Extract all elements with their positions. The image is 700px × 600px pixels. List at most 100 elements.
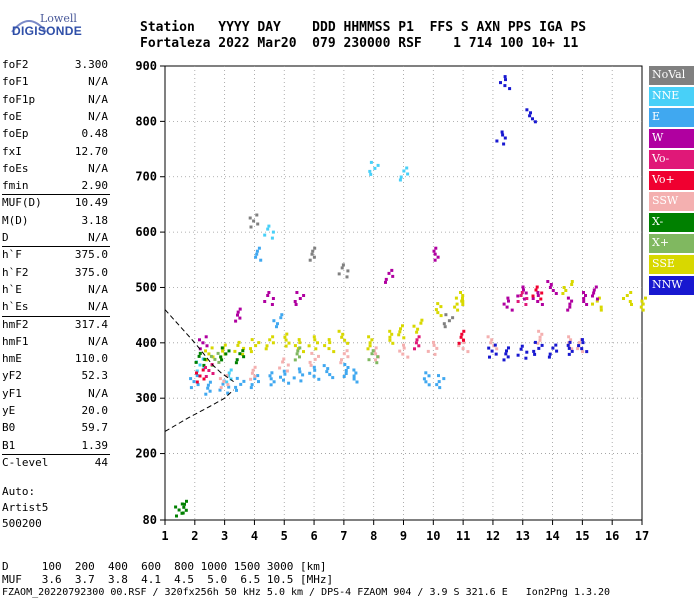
echo-point-x- [202,363,206,367]
echo-point-vo- [540,291,544,295]
echo-point-nnw [495,139,499,143]
echo-point-noval [312,255,316,259]
echo-point-nne [225,380,229,384]
param-value: N/A [88,75,108,89]
param-label: h`F2 [2,265,29,279]
auto-program: Artist5 [2,501,49,514]
echo-point-w [201,341,205,345]
echo-point-vo- [207,369,211,372]
echo-point-sse [346,341,350,345]
echo-point-x- [234,361,238,365]
echo-point-sse [328,341,332,345]
echo-point-nne [198,363,202,367]
echo-point-nnw [519,347,523,351]
echo-point-sse [436,302,440,306]
echo-point-vo- [202,377,206,381]
x-tick-label: 1 [161,529,168,543]
echo-point-sse [640,299,644,303]
param-row-17: hmE 110.0 [2,352,110,369]
y-tick-label: 400 [135,336,157,350]
echo-point-e [354,371,358,375]
param-label: B1 [2,438,16,452]
echo-point-vo- [524,303,528,306]
x-tick-label: 16 [605,529,619,543]
echo-point-nne [266,227,270,231]
echo-point-e [208,389,212,393]
echo-point-sse [439,314,443,318]
param-row-18: yF2 52.3 [2,369,110,386]
echo-point-nnw [554,343,558,347]
echo-point-vo- [519,294,523,297]
echo-point-ssw [253,374,257,378]
echo-point-ssw [398,349,402,353]
echo-point-e [299,379,303,383]
echo-point-w [505,305,509,309]
echo-point-x- [180,511,184,515]
echo-point-e [255,252,259,256]
echo-point-ssw [339,361,343,365]
echo-point-w [506,296,510,300]
legend-item-w: W [649,129,694,148]
echo-point-sse [211,355,215,359]
echo-point-w [205,344,209,348]
echo-point-w [568,302,572,306]
echo-point-nnw [533,340,537,344]
echo-point-sse [340,335,344,339]
echo-point-e [226,391,230,395]
echo-point-nne [368,169,372,173]
echo-point-ssw [495,347,499,351]
echo-point-w [234,319,238,323]
echo-point-nnw [537,346,541,350]
echo-point-w [433,258,437,262]
echo-point-w [510,308,514,312]
echo-point-e [287,381,291,385]
echo-point-sse [285,332,289,336]
echo-point-sse [302,350,305,354]
param-label: h`E [2,282,22,296]
param-label: fxI [2,144,22,158]
echo-point-ssw [313,357,317,361]
echo-point-nnw [580,347,584,351]
echo-point-w [568,305,572,309]
echo-point-vo- [417,335,421,339]
echo-point-e [218,388,222,392]
echo-point-e [272,380,276,384]
param-row-7: fmin 2.90 [2,179,110,196]
param-value: 3.300 [74,58,108,71]
legend-item-x-: X- [649,213,694,232]
echo-point-sse [249,350,253,354]
echo-point-ssw [401,352,405,356]
echo-point-e [234,385,238,389]
echo-point-ssw [226,383,230,387]
echo-point-w [502,302,506,306]
echo-point-sse [629,291,633,294]
echo-point-w [236,310,240,314]
echo-point-sse [398,330,402,334]
echo-point-nnw [566,343,570,347]
echo-point-e [242,379,246,383]
echo-point-x- [227,349,231,353]
echo-point-ssw [340,358,343,362]
echo-point-sse [233,349,237,353]
echo-point-vo- [516,300,520,303]
echo-point-vo- [204,375,208,378]
echo-point-sse [391,341,395,345]
echo-point-noval [255,213,259,217]
echo-point-e [255,249,259,253]
param-value: 375.0 [74,248,108,262]
echo-point-w [521,285,525,289]
echo-point-ssw [536,341,540,345]
echo-point-e [206,386,210,390]
echo-point-sse [455,302,459,306]
echo-point-ssw [346,355,350,359]
echo-point-vo- [457,341,461,345]
echo-point-w [585,303,589,306]
echo-point-sse [341,332,345,336]
echo-point-noval [345,275,349,279]
echo-point-ssw [342,352,346,356]
param-row-23: C-level 44 [2,456,110,473]
echo-point-sse [625,294,629,297]
echo-point-sse [561,292,565,295]
echo-point-sse [271,341,275,345]
echo-point-ssw [567,335,571,339]
